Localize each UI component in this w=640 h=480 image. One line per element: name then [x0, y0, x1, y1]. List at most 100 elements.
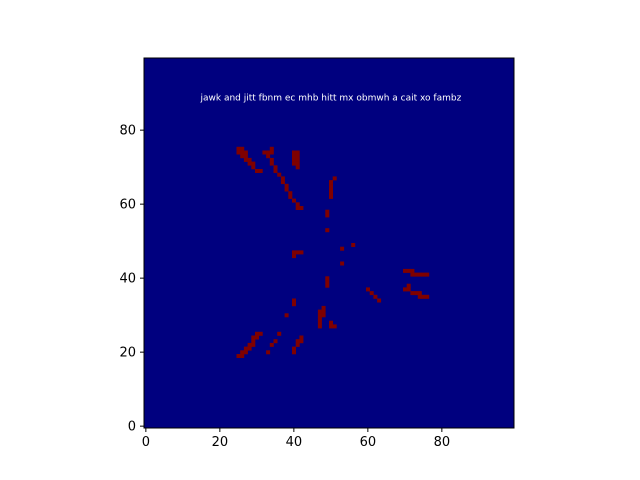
heatmap-cell — [288, 194, 293, 199]
heatmap-cell — [251, 165, 256, 170]
heatmap-cell — [295, 150, 300, 155]
heatmap-cell — [299, 339, 304, 344]
heatmap-cell — [321, 309, 326, 314]
heatmap-cell — [292, 198, 296, 203]
heatmap-cell — [425, 294, 430, 299]
heatmap-cell — [299, 206, 304, 210]
heatmap-cell — [321, 313, 326, 318]
heatmap-cell — [292, 254, 296, 259]
heatmap-cell — [292, 161, 296, 166]
heatmap-cell — [292, 250, 296, 255]
heatmap-cell — [292, 346, 296, 351]
heatmap-cell — [247, 157, 252, 162]
heatmap-cell — [329, 194, 333, 199]
heatmap-cell — [406, 283, 411, 288]
y-tick-label: 80 — [119, 124, 136, 139]
heatmap-cell — [325, 228, 330, 233]
heatmap-cell — [255, 335, 259, 340]
heatmap-cell — [295, 339, 300, 344]
heatmap-cell — [292, 150, 296, 155]
heatmap-cell — [369, 291, 374, 296]
heatmap-cell — [280, 176, 285, 181]
heatmap-cell — [266, 150, 271, 155]
heatmap-cell — [295, 157, 300, 162]
heatmap-cell — [243, 157, 248, 162]
heatmap-cell — [269, 146, 274, 151]
heatmap-cell — [317, 320, 322, 325]
heatmap-cell — [317, 324, 322, 329]
heatmap-cell — [292, 350, 296, 355]
heatmap-cell — [351, 243, 356, 247]
heatmap-cell — [295, 165, 300, 170]
heatmap-cell — [417, 294, 422, 299]
heatmap-cell — [417, 272, 422, 277]
x-tick-label: 80 — [434, 435, 451, 450]
heatmap-cell — [299, 250, 304, 255]
heatmap-cell — [240, 154, 245, 159]
x-tick-label: 0 — [142, 435, 150, 450]
heatmap-cell — [292, 298, 296, 303]
heatmap-cell — [414, 291, 419, 296]
heatmap-cell — [273, 169, 278, 173]
heatmap-cell — [258, 331, 263, 336]
heatmap-cell — [251, 161, 256, 166]
heatmap-cell — [269, 342, 274, 347]
heatmap-cell — [251, 335, 256, 340]
heatmap-cell — [317, 317, 322, 321]
heatmap-cell — [284, 183, 289, 188]
heatmap-cell — [325, 209, 330, 214]
heatmap-cell — [240, 150, 245, 155]
x-tick-label: 40 — [286, 435, 303, 450]
heatmap-cell — [277, 172, 282, 177]
heatmap-cell — [273, 165, 278, 170]
heatmap-cell — [236, 146, 241, 151]
heatmap-cell — [292, 157, 296, 162]
heatmap-cell — [280, 180, 285, 185]
heatmap-cell — [251, 339, 256, 344]
heatmap-cell — [421, 272, 426, 277]
heatmap-cell — [273, 339, 278, 344]
heatmap-cell — [406, 287, 411, 292]
heatmap-cell — [240, 354, 245, 358]
heatmap-cell — [329, 191, 333, 196]
heatmap-cell — [425, 272, 430, 277]
heatmap-cell — [325, 283, 330, 288]
heatmap-cell — [247, 346, 252, 351]
heatmap-cell — [329, 320, 333, 325]
heatmap-cell — [262, 150, 267, 155]
heatmap-background — [144, 58, 514, 428]
heatmap-cell — [414, 272, 419, 277]
heatmap-cell — [240, 146, 245, 151]
heatmap-cell — [325, 276, 330, 281]
heatmap-cell — [295, 342, 300, 347]
heatmap-cell — [236, 150, 241, 155]
heatmap-cell — [269, 157, 274, 162]
heatmap-cell — [251, 342, 256, 347]
heatmap-cell — [247, 161, 252, 166]
heatmap-cell — [258, 169, 263, 173]
heatmap-cell — [295, 154, 300, 159]
heatmap-cell — [269, 161, 274, 166]
heatmap-cell — [329, 187, 333, 192]
heatmap-cell — [243, 346, 248, 351]
heatmap-cell — [269, 150, 274, 155]
y-tick-label: 20 — [119, 346, 136, 361]
heatmap-cell — [240, 350, 245, 355]
heatmap-cell — [340, 246, 345, 251]
image-annotation-text: jawk and jitt fbnm ec mhb hitt mx obmwh … — [200, 94, 462, 104]
y-tick-label: 60 — [119, 198, 136, 213]
heatmap-cell — [332, 324, 337, 329]
heatmap-cell — [421, 294, 426, 299]
y-tick-label: 0 — [128, 420, 136, 435]
heatmap-cell — [325, 280, 330, 284]
heatmap-cell — [284, 313, 289, 318]
heatmap-cell — [329, 180, 333, 185]
heatmap-cell — [417, 291, 422, 296]
heatmap-cell — [295, 161, 300, 166]
heatmap-cell — [266, 154, 271, 159]
heatmap-cell — [325, 213, 330, 218]
heatmap-cell — [295, 206, 300, 210]
heatmap-cell — [277, 331, 282, 336]
heatmap-cell — [255, 169, 259, 173]
